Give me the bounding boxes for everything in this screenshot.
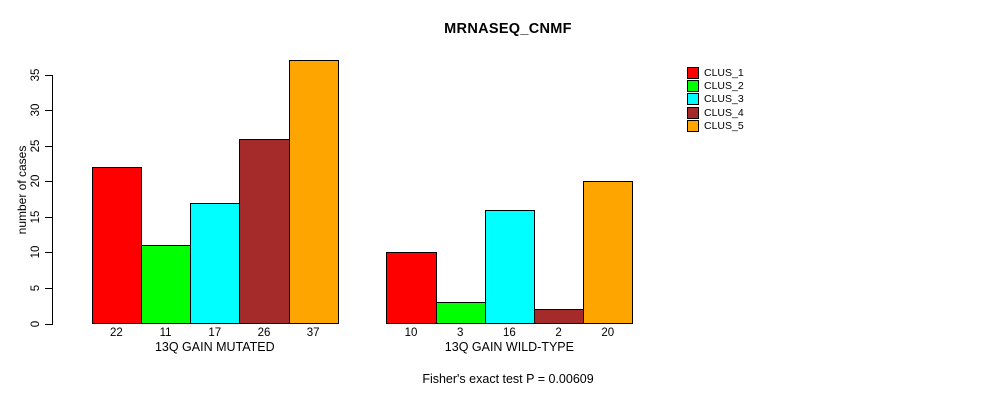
y-axis-tick [44,252,53,254]
chart-title: MRNASEQ_CNMF [444,21,572,37]
bar-value-label: 17 [208,327,222,339]
legend-item-clus-4: CLUS_4 [687,106,744,119]
legend-swatch-icon [687,66,699,79]
legend-label: CLUS_4 [704,106,744,119]
bar-clus-3 [190,202,241,325]
y-axis-tick-label: 10 [29,245,42,259]
bar-value-label: 10 [404,327,418,339]
y-axis-tick-label: 5 [29,284,42,292]
y-axis-tick-label: 35 [29,68,42,81]
y-axis-line [52,74,53,324]
bar-value-label: 3 [456,327,464,339]
y-axis-tick-label: 30 [29,103,42,117]
y-axis-tick [44,74,53,76]
bar-clus-5 [583,181,634,325]
x-group-label: 13Q GAIN WILD-TYPE [444,340,574,354]
legend-item-clus-5: CLUS_5 [687,120,744,133]
bar-clus-4 [534,309,585,325]
y-axis-tick-label: 15 [29,210,42,224]
bar-value-label: 26 [257,327,271,339]
legend-swatch-icon [687,120,699,133]
bar-value-label: 37 [306,327,320,339]
y-axis-tick-label: 0 [29,320,42,327]
legend-swatch-icon [687,106,699,119]
y-axis-label: number of cases [15,145,29,235]
x-group-label: 13Q GAIN MUTATED [154,340,275,354]
legend-swatch-icon [687,80,699,93]
legend-item-clus-1: CLUS_1 [687,66,744,79]
legend-label: CLUS_2 [704,80,744,93]
y-axis-tick [44,110,53,112]
bar-clus-4 [239,138,290,325]
y-axis-tick-label: 20 [29,174,42,188]
legend-label: CLUS_5 [704,120,744,133]
fisher-test-annotation: Fisher's exact test P = 0.00609 [422,372,594,386]
y-axis-tick [44,216,53,218]
bar-clus-3 [484,209,535,325]
bar-clus-2 [435,302,486,325]
legend-item-clus-3: CLUS_3 [687,93,744,106]
legend-item-clus-2: CLUS_2 [687,79,744,93]
legend-swatch-icon [687,93,699,106]
legend-label: CLUS_1 [704,66,744,79]
bar-value-label: 20 [601,327,615,339]
legend-label: CLUS_3 [704,93,744,106]
bar-value-label: 2 [555,327,562,339]
y-axis-tick-label: 25 [29,139,42,153]
bar-value-label: 22 [109,327,123,339]
y-axis-tick [44,323,53,325]
bar-clus-5 [288,60,339,325]
bar-clus-1 [386,252,437,325]
bar-value-label: 16 [502,327,516,339]
bar-value-label: 11 [159,327,172,339]
y-axis-tick [44,287,53,289]
y-axis-tick [44,181,53,183]
bar-clus-1 [91,166,142,325]
y-axis-tick [44,145,53,147]
bar-clus-2 [141,245,192,325]
